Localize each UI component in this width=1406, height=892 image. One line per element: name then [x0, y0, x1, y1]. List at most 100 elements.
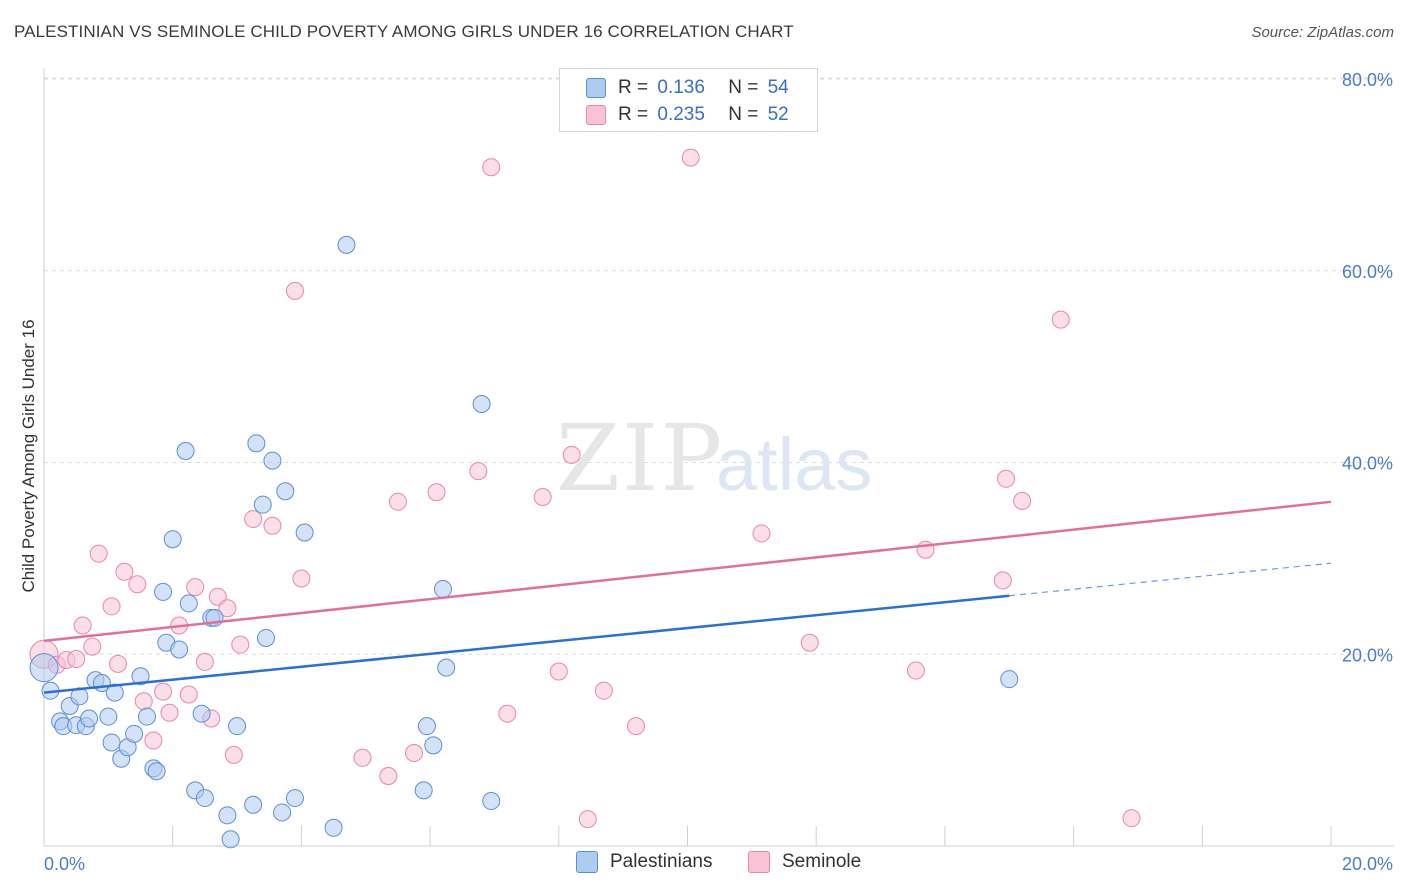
palestinians-point	[221, 830, 240, 849]
y-tick-label: 40.0%	[1342, 454, 1393, 474]
palestinians-point	[276, 482, 295, 501]
palestinians-point	[170, 640, 189, 659]
seminole-point	[73, 616, 92, 635]
legend-r-label: R =	[618, 77, 649, 98]
correlation-legend: R = 0.136 N = 54 R = 0.235 N = 52	[559, 68, 818, 132]
x-tick-label: 0.0%	[44, 854, 85, 874]
seminole-point	[144, 731, 163, 750]
palestinians-point	[99, 707, 118, 726]
seminole-point	[388, 492, 407, 511]
legend-n-label: N =	[728, 104, 759, 125]
palestinians-point	[163, 530, 182, 549]
seminole-point	[89, 544, 108, 563]
seminole-point	[102, 597, 121, 616]
seminole-point	[244, 510, 263, 529]
palestinians-point	[263, 451, 282, 470]
palestinians-point	[244, 795, 263, 814]
legend-swatch-blue	[576, 851, 598, 873]
palestinians-point	[154, 582, 173, 601]
watermark-zip: ZIP	[556, 405, 724, 512]
source-credit: Source: ZipAtlas.com	[1251, 24, 1394, 41]
seminole-point	[1051, 310, 1070, 329]
seminole-point	[533, 488, 552, 507]
seminole-point	[906, 661, 925, 680]
y-tick-label: 80.0%	[1342, 70, 1393, 90]
legend-item-palestinians: Palestinians	[576, 851, 712, 873]
legend-r-label: R =	[618, 104, 649, 125]
palestinians-trend-extension	[1009, 562, 1332, 597]
seminole-point	[109, 654, 128, 673]
legend-n-label: N =	[728, 77, 759, 98]
seminole-point	[482, 158, 501, 177]
seminole-point	[231, 635, 250, 654]
seminole-point	[681, 148, 700, 167]
x-tick-label: 20.0%	[1342, 854, 1393, 874]
palestinians-point	[105, 683, 124, 702]
seminole-point	[115, 562, 134, 581]
palestinians-point	[424, 736, 443, 755]
seminole-point	[752, 524, 771, 543]
palestinians-point	[247, 434, 266, 453]
palestinians-point	[253, 495, 272, 514]
palestinians-point	[147, 762, 166, 781]
palestinians-point	[437, 658, 456, 677]
seminole-point	[160, 703, 179, 722]
palestinians-point	[29, 653, 59, 683]
seminole-point	[186, 578, 205, 597]
palestinians-point	[1000, 670, 1019, 689]
y-axis-label: Child Poverty Among Girls Under 16	[19, 319, 38, 592]
palestinians-point	[228, 717, 247, 736]
legend-r-value: 0.136	[657, 77, 705, 98]
y-tick-label: 60.0%	[1342, 262, 1393, 282]
seminole-point	[498, 704, 517, 723]
seminole-point	[469, 462, 488, 481]
seminole-point	[627, 717, 646, 736]
legend-swatch-pink	[748, 851, 770, 873]
palestinians-point	[176, 441, 195, 460]
axes	[43, 68, 1394, 847]
seminole-point	[208, 587, 227, 606]
seminole-point	[993, 571, 1012, 590]
seminole-point	[285, 281, 304, 300]
palestinians-point	[273, 803, 292, 822]
palestinians-point	[295, 523, 314, 542]
palestinians-point	[125, 724, 144, 743]
seminole-point	[224, 745, 243, 764]
palestinians-point	[472, 395, 491, 414]
palestinians-point	[257, 628, 276, 647]
seminole-point	[128, 575, 147, 594]
palestinians-point	[218, 806, 237, 825]
palestinians-point	[337, 235, 356, 254]
chart-title: PALESTINIAN VS SEMINOLE CHILD POVERTY AM…	[14, 22, 794, 41]
seminole-point	[562, 445, 581, 464]
seminole-point	[549, 662, 568, 681]
tick-labels: 20.0% 40.0% 60.0% 80.0% 0.0% 20.0%	[44, 70, 1393, 874]
seminole-point	[83, 637, 102, 656]
seminole-point	[1122, 809, 1141, 828]
legend-label-palestinians: Palestinians	[610, 851, 713, 872]
seminole-point	[179, 685, 198, 704]
palestinians-points	[29, 235, 1019, 849]
seminole-point	[594, 681, 613, 700]
legend-n-value: 52	[767, 104, 789, 125]
y-tick-label: 20.0%	[1342, 645, 1393, 665]
seminole-point	[263, 516, 282, 535]
legend-r-value: 0.235	[657, 104, 705, 125]
palestinians-point	[102, 733, 121, 752]
seminole-point	[1013, 491, 1032, 510]
palestinians-point	[131, 667, 150, 686]
seminole-point	[154, 682, 173, 701]
watermark: ZIP atlas	[556, 405, 872, 512]
seminole-point	[134, 692, 153, 711]
palestinians-point	[179, 594, 198, 613]
palestinians-point	[195, 789, 214, 808]
seminole-point	[427, 483, 446, 502]
seminole-point	[405, 744, 424, 763]
palestinians-point	[324, 818, 343, 837]
palestinians-point	[417, 717, 436, 736]
seminole-trend-line	[43, 500, 1332, 643]
seminole-point	[379, 767, 398, 786]
watermark-atlas: atlas	[716, 423, 872, 506]
legend-item-seminole: Seminole	[748, 851, 861, 873]
